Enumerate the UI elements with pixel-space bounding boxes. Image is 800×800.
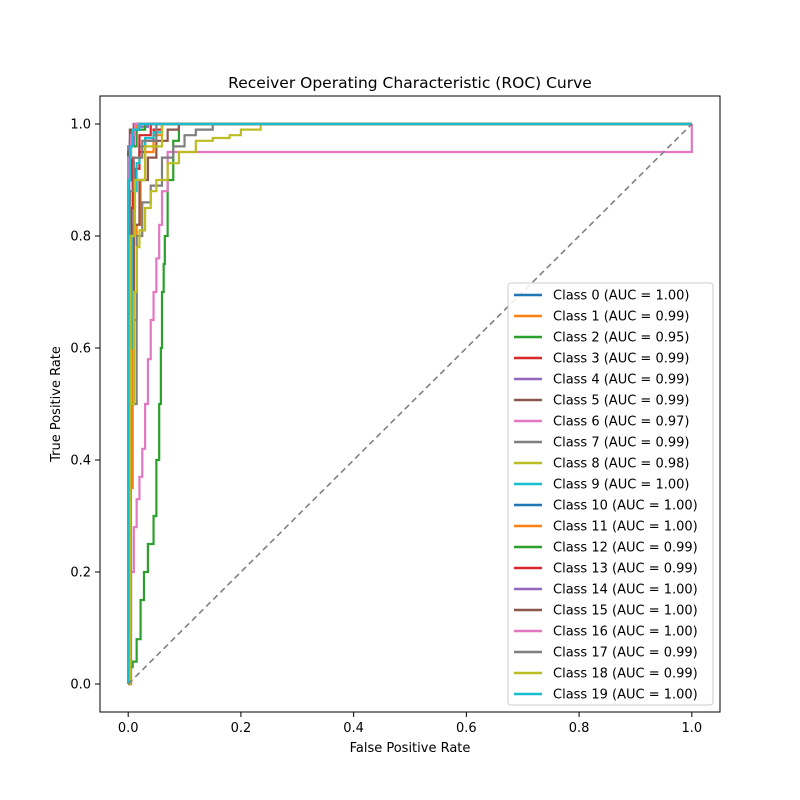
chart-title: Receiver Operating Characteristic (ROC) …	[228, 74, 592, 92]
axes-frame	[99, 95, 721, 713]
roc-curve-class-2	[128, 122, 692, 686]
roc-curves	[127, 122, 693, 686]
plot-area	[127, 122, 693, 686]
y-tick-label: 0.8	[70, 230, 91, 245]
roc-curve-class-15	[127, 122, 692, 684]
legend-label-class-17: Class 17 (AUC = 0.99)	[553, 646, 698, 661]
legend-label-class-16: Class 16 (AUC = 1.00)	[553, 625, 698, 640]
y-axis-ticks: 0.0 0.2 0.4 0.6 0.8 1.0	[70, 118, 100, 693]
roc-curve-class-6	[128, 124, 693, 686]
roc-curve-class-18	[128, 122, 692, 686]
y-axis-label: True Positive Rate	[49, 346, 64, 463]
legend-label-class-0: Class 0 (AUC = 1.00)	[553, 289, 689, 304]
roc-curve-class-19	[127, 122, 692, 684]
legend-label-class-12: Class 12 (AUC = 0.99)	[553, 541, 698, 556]
y-tick-label: 0.2	[70, 566, 91, 581]
roc-curve-class-16	[127, 122, 692, 684]
y-tick-label: 0.0	[70, 678, 91, 693]
reference-diagonal	[127, 123, 693, 685]
legend-label-class-3: Class 3 (AUC = 0.99)	[553, 352, 689, 367]
x-axis-ticks: 0.0 0.2 0.4 0.6 0.8 1.0	[118, 712, 702, 736]
x-tick-label: 0.0	[118, 721, 139, 736]
x-tick-label: 1.0	[681, 721, 702, 736]
legend-label-class-13: Class 13 (AUC = 0.99)	[553, 562, 698, 577]
roc-curve-class-7	[128, 122, 692, 686]
legend-label-class-18: Class 18 (AUC = 0.99)	[553, 667, 698, 682]
legend-label-class-19: Class 19 (AUC = 1.00)	[553, 688, 698, 703]
legend-label-class-2: Class 2 (AUC = 0.95)	[553, 331, 689, 346]
legend-box	[507, 282, 714, 706]
y-tick-label: 1.0	[70, 118, 91, 133]
chance-line	[127, 123, 693, 685]
legend-label-class-10: Class 10 (AUC = 1.00)	[553, 499, 698, 514]
legend-label-class-7: Class 7 (AUC = 0.99)	[553, 436, 689, 451]
legend-label-class-1: Class 1 (AUC = 0.99)	[553, 310, 689, 325]
y-tick-label: 0.6	[70, 342, 91, 357]
x-tick-label: 0.2	[231, 721, 252, 736]
legend-label-class-8: Class 8 (AUC = 0.98)	[553, 457, 689, 472]
y-tick-label: 0.4	[70, 454, 91, 469]
x-tick-label: 0.8	[569, 721, 590, 736]
x-axis-label: False Positive Rate	[350, 741, 471, 756]
legend: Class 0 (AUC = 1.00) Class 1 (AUC = 0.99)…	[507, 282, 714, 706]
legend-label-class-11: Class 11 (AUC = 1.00)	[553, 520, 698, 535]
legend-label-class-9: Class 9 (AUC = 1.00)	[553, 478, 689, 493]
legend-label-class-14: Class 14 (AUC = 1.00)	[553, 583, 698, 598]
legend-label-class-6: Class 6 (AUC = 0.97)	[553, 415, 689, 430]
x-tick-label: 0.6	[456, 721, 477, 736]
legend-label-class-5: Class 5 (AUC = 0.99)	[553, 394, 689, 409]
roc-curve-class-8	[128, 122, 692, 686]
x-tick-label: 0.4	[343, 721, 364, 736]
legend-label-class-4: Class 4 (AUC = 0.99)	[553, 373, 689, 388]
legend-label-class-15: Class 15 (AUC = 1.00)	[553, 604, 698, 619]
